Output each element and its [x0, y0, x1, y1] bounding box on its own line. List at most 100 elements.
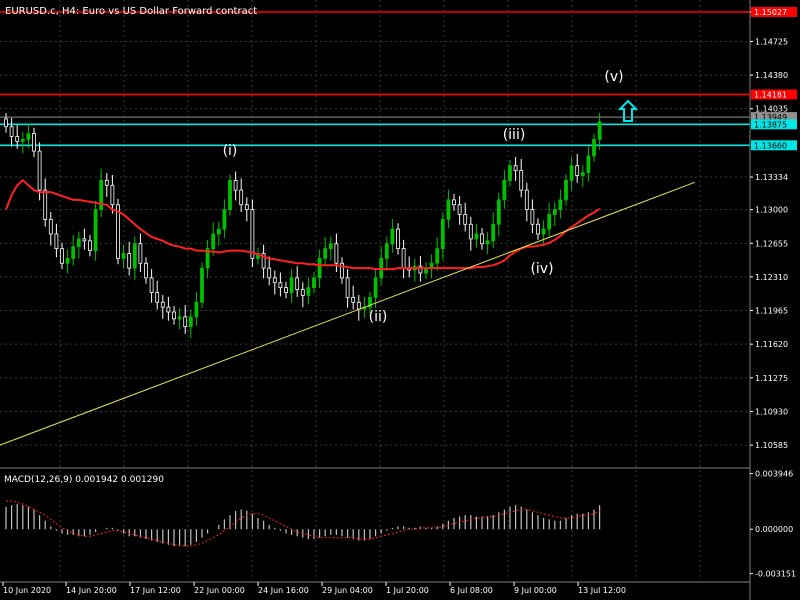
- price-tick-label: 1.11965: [755, 307, 788, 316]
- candle-body: [244, 204, 249, 211]
- price-tag-box: [751, 6, 797, 17]
- candle-body: [552, 209, 557, 215]
- time-tick-label: 17 Jun 12:00: [130, 586, 181, 595]
- candle-body: [295, 277, 300, 290]
- price-tag-label: 1.13875: [754, 120, 787, 129]
- arrow-up-icon[interactable]: [617, 99, 639, 122]
- candle-body: [76, 238, 81, 248]
- candle-body: [222, 209, 227, 230]
- candle-body: [323, 248, 328, 259]
- candle-body: [166, 306, 171, 313]
- grid: [0, 0, 750, 580]
- price-tick-label: 1.12310: [755, 273, 788, 282]
- candle-body: [239, 189, 244, 206]
- candle-body: [435, 248, 440, 264]
- candle-body: [272, 277, 277, 284]
- candle-body: [278, 282, 283, 289]
- candle-body: [519, 170, 524, 191]
- candle-body: [597, 121, 602, 140]
- price-tick-label: 1.10585: [755, 441, 788, 450]
- wave-label: (iii): [503, 127, 526, 143]
- candle-body: [452, 199, 456, 206]
- candle-body: [312, 277, 316, 289]
- candle-body: [267, 267, 272, 279]
- price-tag-label: 1.14181: [754, 90, 787, 99]
- candle-body: [15, 136, 20, 142]
- candle-body: [250, 209, 255, 259]
- candle-body: [26, 133, 31, 140]
- price-tag-box: [751, 112, 797, 123]
- price-tick-label: 1.14035: [755, 105, 788, 114]
- candle-body: [132, 243, 137, 269]
- candle-body: [508, 165, 512, 181]
- time-tick-label: 14 Jun 20:00: [66, 586, 117, 595]
- candle-body: [547, 214, 552, 230]
- trendline-segment: [0, 181, 695, 446]
- candle-body: [205, 248, 210, 269]
- price-tick-label: 1.11275: [755, 374, 788, 383]
- candle-body: [194, 301, 199, 318]
- candle-body: [233, 179, 238, 191]
- candle-body: [351, 296, 356, 303]
- candle-body: [48, 218, 53, 235]
- candle-body: [592, 139, 596, 157]
- macd-tick-label: -0.003151: [755, 570, 796, 579]
- candle-body: [127, 253, 132, 269]
- ma-line: [5, 179, 601, 271]
- candle-body: [188, 316, 193, 328]
- candle-body: [564, 179, 568, 201]
- candle-body: [183, 316, 188, 328]
- candle-body: [457, 204, 462, 215]
- price-tag-label: 1.15027: [754, 8, 787, 17]
- candle-body: [485, 240, 490, 245]
- candle-body: [71, 246, 76, 259]
- wave-label: (ii): [369, 309, 388, 325]
- candle-body: [541, 228, 546, 235]
- candle-body: [418, 265, 423, 274]
- price-tag-label: 1.13949: [754, 113, 787, 122]
- price-tick-label: 1.10930: [755, 407, 788, 416]
- time-tick-label: 13 Jul 12:00: [578, 586, 626, 595]
- candle-body: [88, 240, 92, 251]
- wave-label: (v): [604, 69, 623, 85]
- candle-body: [536, 223, 540, 235]
- price-tick-label: 1.12655: [755, 239, 788, 248]
- candle-body: [289, 277, 294, 293]
- candle-body: [261, 253, 266, 269]
- candle-body: [116, 204, 120, 259]
- candle-body: [144, 262, 148, 279]
- candle-body: [32, 133, 36, 152]
- candle-body: [172, 311, 176, 320]
- candle-body: [558, 199, 563, 211]
- candles: [4, 113, 602, 339]
- candle-body: [65, 257, 70, 264]
- wave-label: (i): [223, 143, 238, 159]
- candle-body: [93, 209, 98, 251]
- wave-label: (iv): [530, 261, 553, 277]
- candle-body: [524, 189, 529, 211]
- candle-body: [54, 233, 59, 250]
- candle-body: [480, 233, 484, 245]
- candle-body: [160, 301, 165, 308]
- candle-body: [4, 118, 8, 128]
- trendline[interactable]: [0, 181, 695, 453]
- time-tick-label: 24 Jun 16:00: [258, 586, 309, 595]
- candle-body: [200, 267, 204, 303]
- candle-body: [569, 165, 574, 181]
- candle-body: [121, 253, 126, 259]
- candle-body: [491, 223, 496, 242]
- candle-body: [373, 277, 378, 298]
- candle-body: [396, 228, 400, 250]
- candle-body: [138, 243, 143, 264]
- candle-body: [300, 289, 305, 296]
- time-tick-label: 6 Jul 08:00: [450, 586, 493, 595]
- macd-pane: [5, 500, 601, 547]
- candle-body: [401, 248, 406, 269]
- macd-axis: 0.003946 0.000000 -0.003151: [750, 470, 796, 579]
- candle-body: [284, 287, 288, 293]
- candle-body: [306, 287, 311, 296]
- price-tick-label: 1.11620: [755, 340, 788, 349]
- candle-body: [575, 165, 580, 176]
- candle-body: [328, 243, 333, 250]
